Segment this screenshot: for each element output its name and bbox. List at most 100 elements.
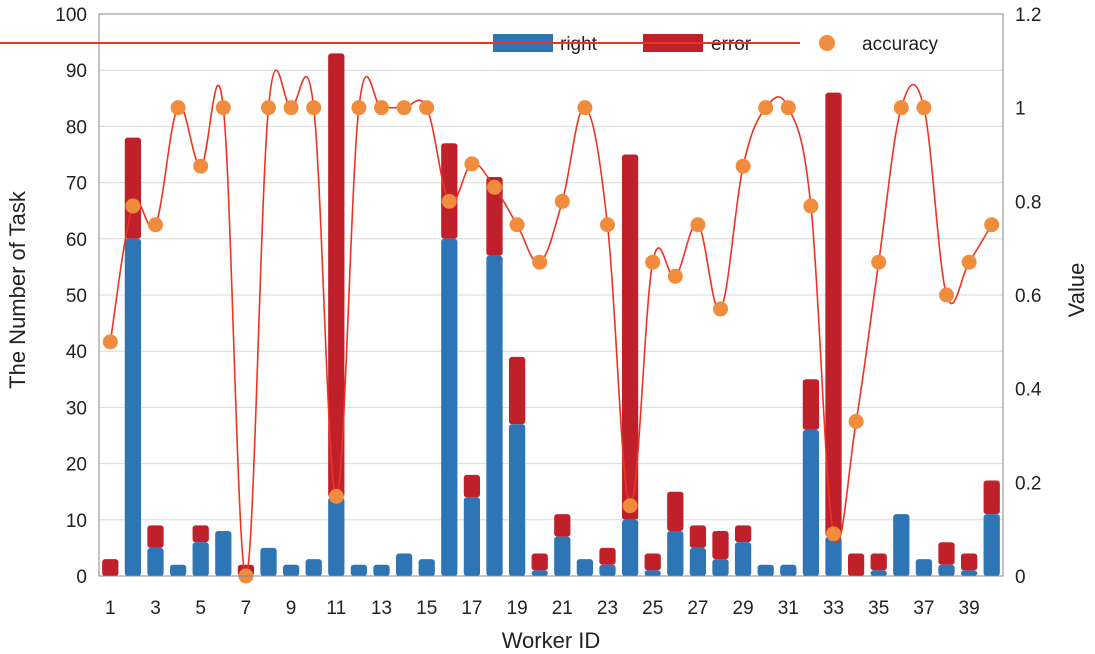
bar-right xyxy=(350,564,368,576)
accuracy-point xyxy=(600,217,615,233)
bar-error xyxy=(960,553,978,571)
y-tick-label: 40 xyxy=(66,342,87,363)
bar-right xyxy=(124,238,142,577)
accuracy-point xyxy=(532,254,548,270)
y2-tick-label: 0 xyxy=(1015,567,1026,588)
bar-error xyxy=(870,553,887,571)
bar-right xyxy=(599,564,616,576)
bar-right xyxy=(689,547,707,576)
bar-right xyxy=(463,497,481,576)
bar-right xyxy=(734,542,752,576)
accuracy-point xyxy=(622,498,638,514)
accuracy-point xyxy=(826,526,841,542)
accuracy-point xyxy=(351,100,367,116)
bar-right xyxy=(395,553,413,576)
bar-error xyxy=(554,514,571,537)
bar-right xyxy=(260,547,277,576)
bar-error xyxy=(599,547,616,565)
right-axis-ticks: 0 0.2 0.4 0.6 0.8 1 1.2 xyxy=(1015,5,1042,588)
accuracy-point xyxy=(283,100,299,116)
x-tick-label: 1 xyxy=(105,598,116,619)
bar-right xyxy=(418,559,435,576)
bar-right xyxy=(373,564,390,576)
x-tick-label: 27 xyxy=(687,598,708,619)
accuracy-point xyxy=(803,198,819,214)
accuracy-point xyxy=(441,193,457,209)
accuracy-point xyxy=(261,100,276,116)
y-tick-label: 80 xyxy=(66,117,87,138)
legend: right error accuracy xyxy=(0,34,939,55)
accuracy-point xyxy=(396,100,412,116)
accuracy-point xyxy=(645,254,661,270)
x-axis-ticks: 1 3 5 7 9 11 13 15 17 19 21 23 25 27 29 31 33 35 37 39 xyxy=(105,598,980,619)
accuracy-point xyxy=(893,100,909,116)
y-tick-label: 0 xyxy=(76,567,87,588)
accuracy-point xyxy=(690,217,706,233)
accuracy-point xyxy=(577,100,593,116)
accuracy-point xyxy=(939,287,954,303)
accuracy-point xyxy=(464,156,480,172)
bar-right xyxy=(825,536,842,576)
y2-tick-label: 0.4 xyxy=(1015,380,1042,401)
bar-right xyxy=(915,559,933,576)
bar-right xyxy=(486,255,503,576)
x-tick-label: 5 xyxy=(195,598,206,619)
x-tick-label: 31 xyxy=(778,598,799,619)
accuracy-line xyxy=(109,69,993,577)
x-tick-label: 17 xyxy=(461,598,482,619)
y-tick-label: 20 xyxy=(66,455,87,476)
x-tick-label: 9 xyxy=(286,598,297,619)
x-tick-label: 39 xyxy=(959,598,980,619)
x-tick-label: 19 xyxy=(507,598,528,619)
bar-right xyxy=(870,570,887,576)
x-tick-label: 33 xyxy=(823,598,844,619)
plot-frame xyxy=(98,13,1004,577)
bar-right xyxy=(554,536,571,576)
accuracy-point xyxy=(848,413,864,429)
accuracy-point xyxy=(328,488,344,504)
legend-label-error: error xyxy=(711,34,752,55)
accuracy-point xyxy=(961,254,977,270)
legend-swatch-accuracy-marker xyxy=(819,35,835,51)
bar-right xyxy=(621,519,639,576)
bar-right xyxy=(305,559,322,576)
accuracy-point xyxy=(306,100,322,116)
accuracy-point xyxy=(758,100,774,116)
y2-tick-label: 1.2 xyxy=(1015,5,1041,26)
bar-error xyxy=(847,553,865,576)
bar-error xyxy=(192,525,209,543)
legend-label-right: right xyxy=(560,34,598,55)
bar-right xyxy=(531,570,548,576)
x-tick-label: 15 xyxy=(416,598,437,619)
x-tick-label: 25 xyxy=(642,598,663,619)
bar-right xyxy=(757,564,774,576)
bar-right xyxy=(960,570,978,576)
x-tick-label: 37 xyxy=(913,598,934,619)
accuracy-point xyxy=(125,198,141,214)
bar-error xyxy=(328,53,345,498)
y-tick-label: 60 xyxy=(66,230,87,251)
bar-error xyxy=(734,525,752,543)
accuracy-point xyxy=(735,158,751,174)
accuracy-point xyxy=(148,217,163,233)
y2-tick-label: 0.2 xyxy=(1015,473,1041,494)
x-tick-label: 13 xyxy=(371,598,392,619)
bar-right xyxy=(938,564,955,576)
accuracy-point xyxy=(780,100,796,116)
x-tick-label: 23 xyxy=(597,598,618,619)
accuracy-point xyxy=(509,217,525,233)
y-axis-title: The Number of Task xyxy=(5,190,30,389)
accuracy-point xyxy=(215,100,231,116)
accuracy-point xyxy=(102,334,118,350)
y-tick-label: 70 xyxy=(66,174,87,195)
bar-error xyxy=(124,137,142,239)
accuracy-point xyxy=(916,100,932,116)
bar-error xyxy=(621,154,639,520)
accuracy-point xyxy=(487,179,502,195)
accuracy-point xyxy=(871,254,887,270)
legend-label-accuracy: accuracy xyxy=(862,34,939,55)
bar-right xyxy=(147,547,164,576)
bar-error xyxy=(531,553,548,571)
x-tick-label: 7 xyxy=(241,598,252,619)
